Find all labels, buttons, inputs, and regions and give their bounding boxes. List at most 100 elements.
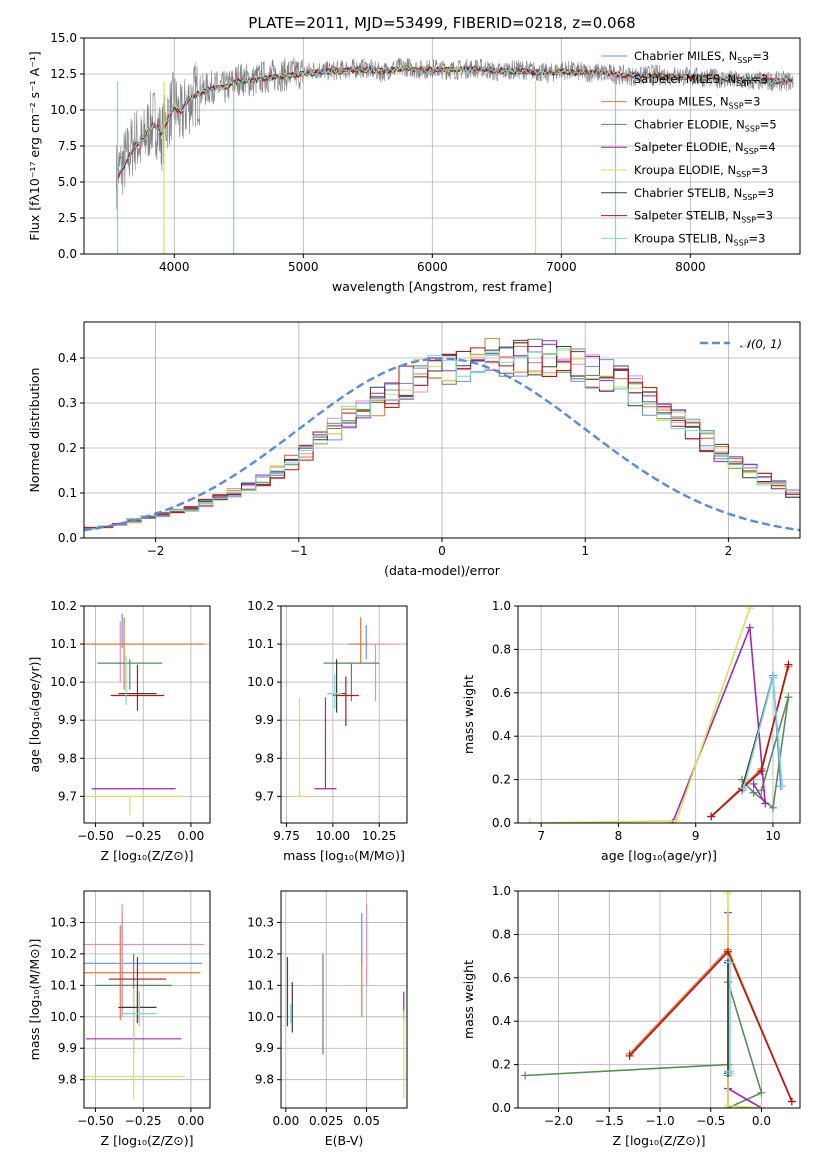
y-tick-label: 0.8 [492,927,511,941]
y-tick-label: 9.9 [255,1041,274,1055]
weight-marker [723,891,732,898]
axes-frame [83,605,211,824]
x-tick-label: 0.0 [752,1114,771,1128]
x-tick-label: −0.5 [696,1114,725,1128]
weight-marker [672,816,681,823]
weight-marker [757,1088,766,1097]
weight-marker [726,1067,735,1076]
plot-area-mass_vs_ebv [286,903,405,1099]
y-tick-label: 0.0 [58,247,77,261]
panel-mass_vs_ebv: 0.00 0.025 0.05 9.8 9.9 10.0 10.1 10.2 10.3 E(B-V… [247,890,408,1148]
weight-marker [525,819,534,823]
y-axis-label: mass weight [461,675,476,754]
y-tick-label: 0.4 [492,729,511,743]
y-tick-label: 10.2 [247,947,274,961]
y-axis-label: Flux [fλ10⁻¹⁷ erg cm⁻² s⁻¹ A⁻¹] [27,51,42,240]
y-tick-label: 2.5 [58,211,77,225]
gaussian-curve [84,357,800,532]
weight-marker [745,606,754,613]
x-axis-label: Z [log₁₀(Z/Z⊙)] [101,1133,194,1148]
panel-residuals: −2 −1 0 1 2 0.0 0.1 0.2 0.3 0.4 (data-model)/error… [27,321,801,578]
y-tick-label: 0.2 [492,1058,511,1072]
y-tick-label: 9.9 [58,713,77,727]
x-tick-label: 10 [765,829,780,843]
y-tick-label: 0.8 [492,642,511,656]
x-axis-label: mass [log₁₀(M/M⊙)] [283,848,405,863]
y-axis-label: Normed distribution [27,368,42,493]
x-axis-label: wavelength [Angstrom, rest frame] [332,279,552,294]
x-axis-label: E(B-V) [325,1133,364,1148]
x-tick-label: 5000 [288,260,319,274]
x-tick-label: 7000 [546,260,577,274]
weight-marker [739,784,748,793]
weight-line [525,981,763,1108]
legend-entry: Salpeter MILES, NSSP=3 [634,72,768,88]
weight-marker [778,782,787,791]
y-tick-label: 9.8 [58,751,77,765]
axes-frame [517,605,801,824]
y-tick-label: 10.0 [50,1010,77,1024]
weight-marker [723,947,732,956]
panel-age_vs_Z: −0.50 −0.25 0.00 9.7 9.8 9.9 10.0 10.1 10.2 Z [lo… [27,599,211,863]
weight-marker [784,660,793,669]
x-tick-label: 8000 [675,260,706,274]
weight-marker [787,1097,796,1106]
y-tick-label: 10.0 [247,1010,274,1024]
y-tick-label: 0.4 [58,351,77,365]
y-tick-label: 10.0 [50,103,77,117]
y-tick-label: 9.9 [255,713,274,727]
x-tick-label: 10.00 [316,829,350,843]
x-tick-label: 0 [438,544,446,558]
y-tick-label: 1.0 [492,599,511,613]
weight-marker [625,1051,634,1060]
figure-title: PLATE=2011, MJD=53499, FIBERID=0218, z=0… [248,14,635,32]
x-tick-label: −1.5 [595,1114,624,1128]
x-tick-label: 9 [692,829,700,843]
panel-age_vs_mass: 9.75 10.00 10.25 9.7 9.8 9.9 10.0 10.1 10.2 mass … [247,599,408,863]
weight-marker [761,799,770,808]
y-tick-label: 0.1 [58,486,77,500]
axes-frame [83,890,211,1109]
plot-area-mass_weight_vs_age [525,606,793,823]
y-tick-label: 10.2 [247,599,274,613]
weight-marker [726,958,735,967]
weight-marker [749,779,758,788]
y-tick-label: 9.7 [58,789,77,803]
y-axis-label: mass weight [461,960,476,1039]
y-tick-label: 15.0 [50,31,77,45]
y-tick-label: 10.2 [50,947,77,961]
y-tick-label: 0.6 [492,971,511,985]
x-axis-label: (data-model)/error [384,563,501,578]
y-tick-label: 10.0 [50,675,77,689]
model-spectrum-line [117,64,793,175]
weight-marker [745,623,754,632]
weight-line [671,627,766,823]
weight-marker [784,693,793,702]
weight-marker [757,1104,766,1108]
axes-frame [280,890,408,1109]
y-tick-label: 9.8 [58,1073,77,1087]
legend-entry: Salpeter STELIB, NSSP=3 [634,209,773,225]
plot-area-age_vs_Z [84,613,207,816]
y-tick-label: 9.7 [255,789,274,803]
plot-area-residuals [84,338,800,532]
weight-marker [749,788,758,797]
legend-entry: Kroupa ELODIE, NSSP=3 [634,163,768,179]
plot-area-mass_vs_Z [84,903,205,1099]
x-tick-label: −0.25 [125,829,162,843]
y-axis-label: mass [log₁₀(M/M⊙)] [27,939,42,1061]
weight-marker [757,766,766,775]
gaussian-legend-label: 𝒩(0, 1) [740,337,782,351]
plot-area-spectrum [116,57,794,254]
y-tick-label: 0.2 [58,441,77,455]
y-tick-label: 10.1 [247,978,274,992]
x-tick-label: −2.0 [544,1114,573,1128]
y-axis-label: age [log₁₀(age/yr)] [27,657,42,773]
y-tick-label: 10.3 [50,915,77,929]
legend: Chabrier MILES, NSSP=3 Salpeter MILES, NS… [601,49,777,247]
x-tick-label: −0.50 [77,829,114,843]
y-tick-label: 10.3 [247,915,274,929]
x-tick-label: −0.25 [125,1114,162,1128]
x-tick-label: −1.0 [645,1114,674,1128]
